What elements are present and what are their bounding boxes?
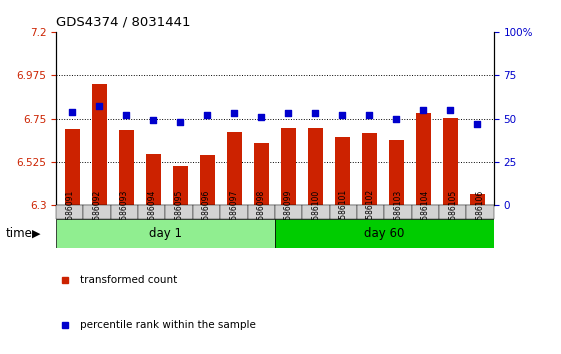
FancyBboxPatch shape [165,205,193,219]
FancyBboxPatch shape [111,205,138,219]
Bar [470,194,485,205]
Text: time: time [6,227,33,240]
Text: GSM586091: GSM586091 [65,189,74,235]
Point [419,107,428,113]
FancyBboxPatch shape [330,205,357,219]
Text: GSM586101: GSM586101 [339,189,348,235]
Point [68,109,77,114]
FancyBboxPatch shape [439,205,466,219]
Bar [173,166,188,205]
Bar [92,84,107,205]
Text: GSM586099: GSM586099 [284,189,293,236]
FancyBboxPatch shape [357,205,384,219]
FancyBboxPatch shape [138,205,165,219]
FancyBboxPatch shape [193,205,220,219]
Point [311,110,320,116]
Text: GSM586103: GSM586103 [393,189,402,235]
Bar [254,143,269,205]
Point [176,119,185,125]
Point [95,104,104,109]
Bar [308,128,323,205]
Bar [281,128,296,205]
Bar [227,132,242,205]
Bar [335,137,350,205]
FancyBboxPatch shape [56,205,84,219]
Text: GSM586105: GSM586105 [448,189,457,235]
Text: GSM586094: GSM586094 [148,189,157,236]
Point [203,112,212,118]
Point [149,118,158,123]
Text: GDS4374 / 8031441: GDS4374 / 8031441 [56,15,191,28]
FancyBboxPatch shape [302,205,330,219]
Text: GSM586098: GSM586098 [257,189,266,235]
Text: GSM586102: GSM586102 [366,189,375,235]
FancyBboxPatch shape [466,205,494,219]
Point [284,110,293,116]
Text: GSM586100: GSM586100 [311,189,320,235]
FancyBboxPatch shape [84,205,111,219]
FancyBboxPatch shape [275,205,302,219]
Bar [119,130,134,205]
Point [122,112,131,118]
FancyBboxPatch shape [384,205,412,219]
Point [473,121,482,127]
Bar [362,133,377,205]
Bar [200,155,215,205]
FancyBboxPatch shape [220,205,247,219]
Bar [146,154,161,205]
Text: GSM586096: GSM586096 [202,189,211,236]
FancyBboxPatch shape [56,219,275,248]
Text: ▶: ▶ [32,229,41,239]
Point [338,112,347,118]
Text: GSM586093: GSM586093 [120,189,129,236]
Point [446,107,455,113]
Bar [389,140,404,205]
FancyBboxPatch shape [275,219,494,248]
Text: GSM586104: GSM586104 [421,189,430,235]
Text: GSM586097: GSM586097 [229,189,238,236]
Point [257,114,266,120]
Text: day 1: day 1 [149,227,182,240]
Text: transformed count: transformed count [80,275,177,285]
FancyBboxPatch shape [412,205,439,219]
Text: GSM586095: GSM586095 [174,189,183,236]
Text: percentile rank within the sample: percentile rank within the sample [80,320,256,330]
Point [392,116,401,121]
Bar [416,113,431,205]
Text: GSM586106: GSM586106 [476,189,485,235]
Text: day 60: day 60 [364,227,404,240]
Point [230,110,239,116]
FancyBboxPatch shape [247,205,275,219]
Text: GSM586092: GSM586092 [93,189,102,235]
Bar [65,129,80,205]
Point [365,112,374,118]
Bar [443,118,458,205]
